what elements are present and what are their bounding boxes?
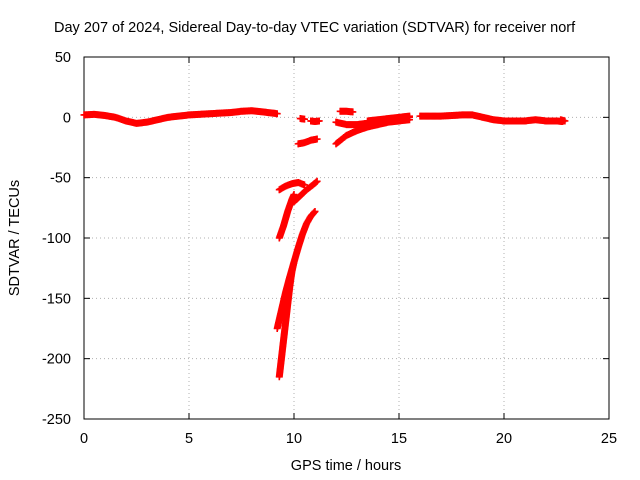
data-point <box>290 191 298 199</box>
y-tick-label: -100 <box>42 231 71 247</box>
data-point <box>313 177 321 185</box>
data-point <box>561 117 569 125</box>
x-tick-label: 5 <box>185 431 193 447</box>
chart-title: Day 207 of 2024, Sidereal Day-to-day VTE… <box>54 20 576 36</box>
y-tick-label: -50 <box>50 171 71 187</box>
data-point <box>406 112 413 120</box>
axis-ticks <box>83 56 610 420</box>
y-axis-label: SDTVAR / TECUs <box>7 180 23 296</box>
data-point <box>273 110 281 118</box>
x-tick-label: 10 <box>286 431 302 447</box>
y-tick-label: -150 <box>42 291 71 307</box>
y-tick-label: -250 <box>42 412 71 428</box>
x-axis-label: GPS time / hours <box>291 458 401 474</box>
x-tick-label: 20 <box>496 431 512 447</box>
data-point <box>349 108 357 116</box>
data-point <box>301 115 308 123</box>
data-point <box>313 135 321 143</box>
x-tick-label: 15 <box>391 431 407 447</box>
data-point <box>315 117 323 125</box>
data-points <box>80 107 569 381</box>
y-tick-label: -200 <box>42 352 71 368</box>
x-tick-label: 0 <box>80 431 88 447</box>
data-point <box>301 181 308 189</box>
y-tick-label: 50 <box>55 50 71 66</box>
y-tick-label: 0 <box>63 110 71 126</box>
x-tick-label: 25 <box>601 431 617 447</box>
data-point <box>311 207 319 215</box>
data-point <box>290 258 298 266</box>
tick-labels: 0 5 10 15 20 25 50 0 -50 -100 -150 -200 -250 <box>42 50 617 447</box>
